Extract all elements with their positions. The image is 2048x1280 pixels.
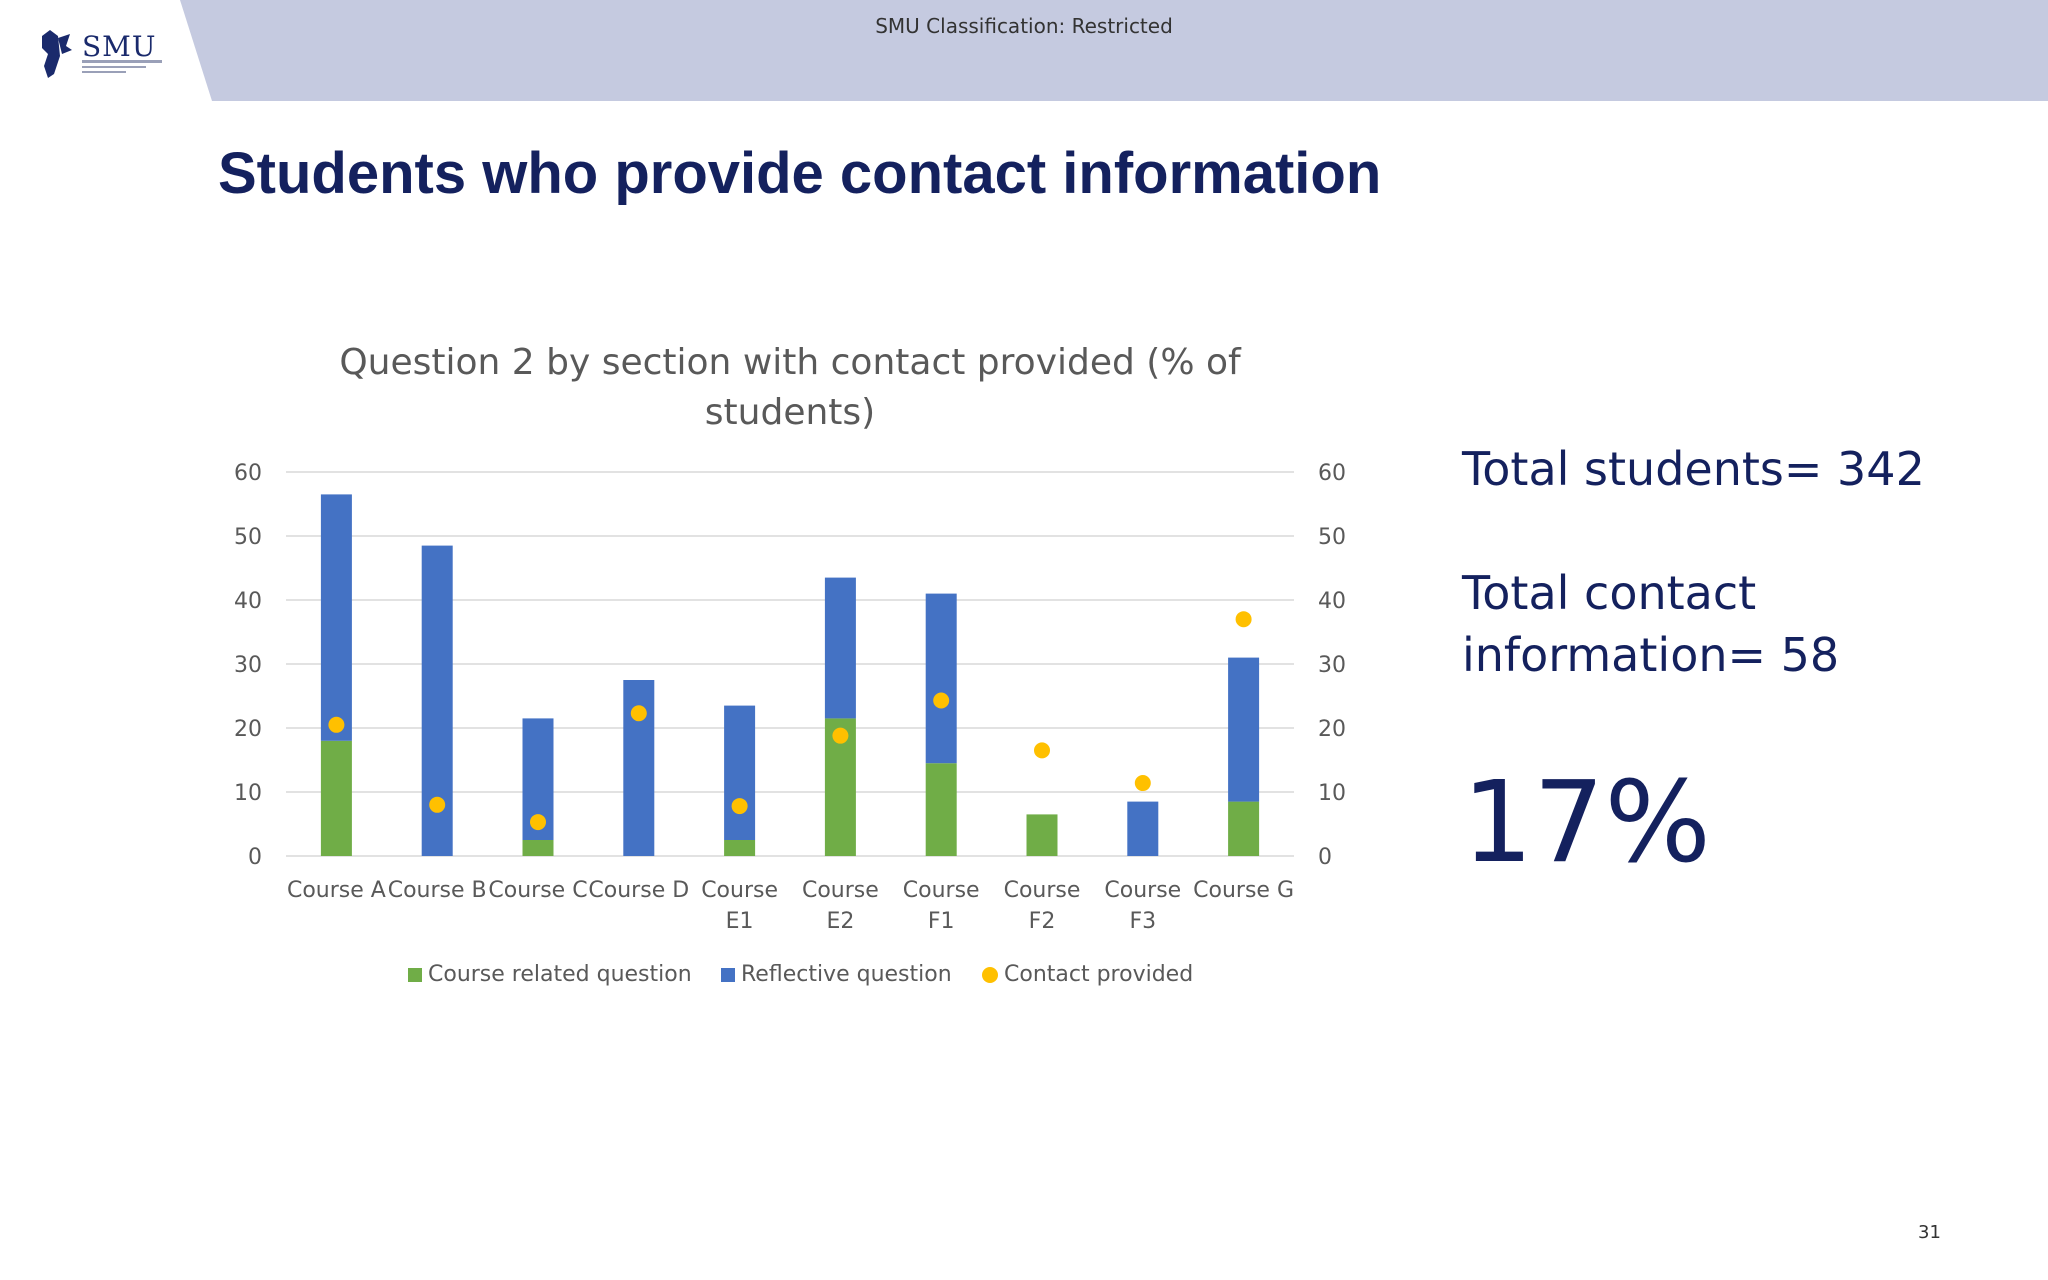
legend-label-contact-provided: Contact provided [1004, 962, 1194, 987]
y-tick-right-0: 0 [1318, 845, 1332, 870]
total-students-text: Total students= 342 [1462, 442, 1925, 496]
x-tick-label-9-0: Course G [1193, 878, 1294, 903]
legend-item-course-related: Course related question [408, 962, 692, 987]
bar-reflective-0 [320, 494, 352, 741]
point-contact-provided-2 [530, 814, 546, 831]
bar-course-related-4 [724, 840, 756, 856]
x-tick-label-8-1: F3 [1129, 909, 1156, 934]
x-tick-label-2-0: Course C [488, 878, 587, 903]
point-contact-provided-8 [1134, 775, 1151, 792]
x-tick-label-7-1: F2 [1029, 909, 1056, 934]
x-tick-label-6-1: F1 [928, 909, 955, 934]
point-contact-provided-1 [429, 796, 446, 813]
bar-course-related-6 [925, 763, 957, 856]
bar-course-related-2 [522, 840, 554, 856]
bar-reflective-4 [724, 705, 756, 840]
legend-item-reflective: Reflective question [721, 962, 952, 987]
y-tick-left-20: 20 [234, 717, 262, 742]
x-tick-label-6-0: Course [903, 878, 980, 903]
total-contact-line-2: information= 58 [1462, 628, 1840, 682]
chart-title: Question 2 by section with contact provi… [330, 338, 1250, 438]
y-tick-left-60: 60 [234, 461, 262, 486]
y-tick-left-30: 30 [234, 653, 262, 678]
total-contact-line-1: Total contact [1462, 566, 1757, 620]
logo-text: SMU [82, 30, 157, 63]
y-tick-right-50: 50 [1318, 525, 1346, 550]
y-tick-right-10: 10 [1318, 781, 1346, 806]
point-contact-provided-9 [1235, 611, 1252, 628]
legend-swatch-blue [721, 967, 735, 982]
y-tick-left-50: 50 [234, 525, 262, 550]
point-contact-provided-4 [731, 798, 748, 815]
x-tick-label-8-0: Course [1104, 878, 1181, 903]
x-tick-label-5-1: E2 [826, 909, 854, 934]
x-tick-label-5-0: Course [802, 878, 879, 903]
x-tick-label-7-0: Course [1004, 878, 1081, 903]
x-tick-label-4-0: Course [701, 878, 778, 903]
y-tick-left-0: 0 [248, 845, 262, 870]
y-tick-right-20: 20 [1318, 717, 1346, 742]
contact-percentage: 17% [1462, 758, 1711, 888]
header-band [180, 0, 2048, 101]
legend-label-reflective: Reflective question [741, 962, 952, 987]
legend-label-course-related: Course related question [428, 962, 692, 987]
page-number: 31 [1918, 1222, 1941, 1243]
y-tick-right-30: 30 [1318, 653, 1346, 678]
y-tick-left-10: 10 [234, 781, 262, 806]
x-tick-label-1-0: Course B [388, 878, 487, 903]
bar-reflective-9 [1228, 657, 1260, 802]
legend-swatch-yellow [982, 966, 998, 983]
chart-legend: Course related question Reflective quest… [0, 962, 1580, 994]
bar-course-related-0 [320, 740, 352, 856]
bar-reflective-6 [925, 593, 957, 764]
chart-title-line-2: students) [704, 392, 876, 433]
point-contact-provided-7 [1034, 742, 1050, 759]
y-tick-right-60: 60 [1318, 461, 1346, 486]
smu-logo-icon [42, 30, 162, 78]
y-tick-right-40: 40 [1318, 589, 1346, 614]
x-tick-label-4-1: E1 [726, 909, 754, 934]
point-contact-provided-0 [328, 716, 345, 733]
y-tick-left-40: 40 [234, 589, 262, 614]
classification-label: SMU Classification: Restricted [875, 14, 1173, 38]
point-contact-provided-6 [933, 692, 950, 709]
legend-swatch-green [408, 967, 422, 982]
slide-title: Students who provide contact information [218, 141, 1382, 206]
point-contact-provided-5 [832, 727, 849, 744]
point-contact-provided-3 [630, 705, 647, 722]
bar-course-related-7 [1026, 814, 1058, 856]
bar-course-related-9 [1228, 801, 1260, 856]
chart-title-line-1: Question 2 by section with contact provi… [339, 342, 1241, 383]
bar-reflective-5 [824, 577, 856, 719]
x-tick-label-3-0: Course D [588, 878, 689, 903]
legend-item-contact-provided: Contact provided [982, 962, 1193, 987]
bar-reflective-8 [1127, 801, 1159, 856]
x-tick-label-0-0: Course A [287, 878, 386, 903]
